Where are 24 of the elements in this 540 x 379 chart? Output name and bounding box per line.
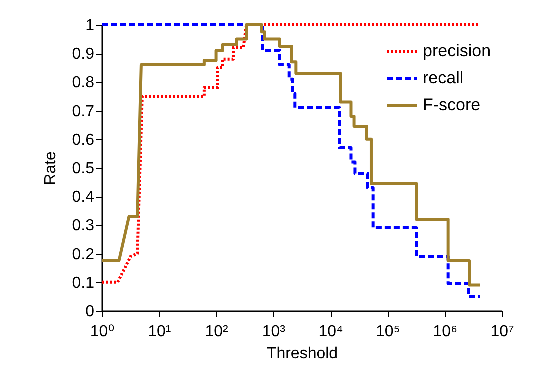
x-tick-label: 10² bbox=[205, 324, 230, 340]
x-tick-label: 10¹ bbox=[148, 324, 172, 340]
x-tick-label: 10⁰ bbox=[90, 324, 115, 340]
y-tick-label: 0.5 bbox=[72, 160, 95, 178]
y-axis-title: Rate bbox=[42, 152, 60, 186]
x-tick-label: 10⁴ bbox=[318, 324, 344, 340]
legend-label: recall bbox=[423, 68, 464, 88]
y-tick-label: 0.6 bbox=[72, 132, 95, 149]
y-tick-label: 0.4 bbox=[72, 189, 95, 206]
x-tick-label: 10⁵ bbox=[376, 324, 400, 340]
y-tick-label: 0.3 bbox=[72, 218, 95, 235]
x-tick-label: 10⁶ bbox=[433, 324, 458, 340]
legend-label: precision bbox=[423, 42, 492, 60]
legend-label: F-score bbox=[423, 96, 481, 114]
y-tick-label: 0.2 bbox=[72, 246, 95, 264]
y-tick-label: 0.1 bbox=[72, 274, 95, 292]
y-tick-label: 1 bbox=[86, 18, 95, 34]
y-tick-label: 0.8 bbox=[72, 74, 95, 92]
y-tick-label: 0.9 bbox=[72, 46, 95, 64]
y-tick-label: 0.7 bbox=[72, 103, 95, 120]
x-tick-label: 10³ bbox=[262, 324, 286, 340]
x-tick-label: 10⁷ bbox=[490, 324, 514, 340]
y-tick-label: 0 bbox=[86, 304, 95, 320]
x-axis-title: Threshold bbox=[266, 346, 338, 362]
